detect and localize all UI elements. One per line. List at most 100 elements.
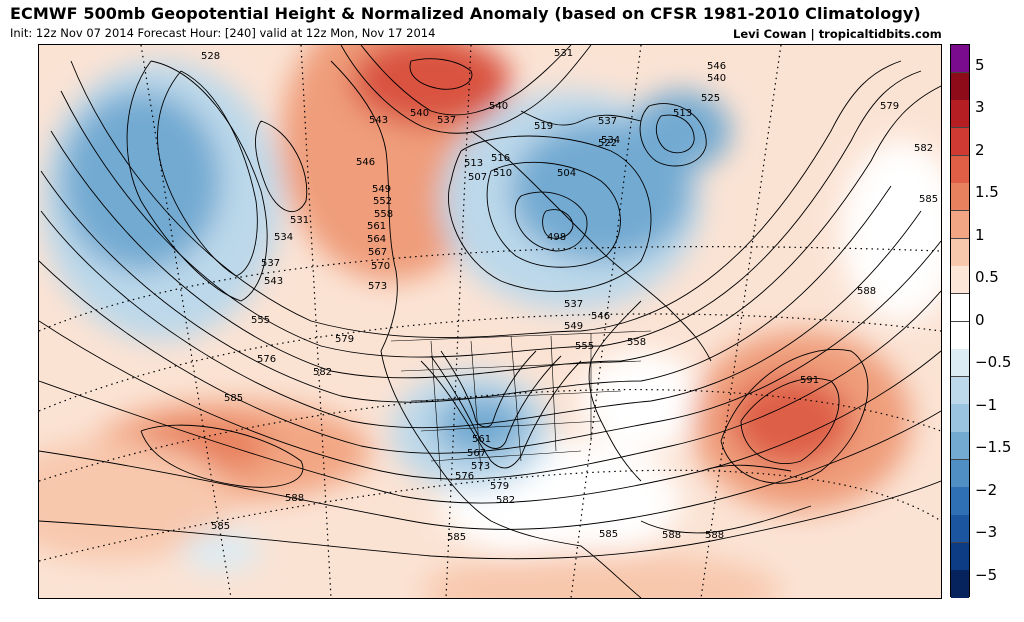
anomaly-colorbar	[950, 44, 970, 599]
contour-label: 543	[264, 276, 283, 287]
colorbar-segment	[951, 155, 969, 184]
contour-label: 558	[627, 337, 646, 348]
colorbar-tick: 1.5	[975, 183, 999, 201]
colorbar-tick: −2	[975, 481, 998, 499]
contour-label: 576	[257, 354, 276, 365]
contour-label: 537	[564, 299, 583, 310]
contour-label: 510	[493, 168, 512, 179]
chart-title: ECMWF 500mb Geopotential Height & Normal…	[10, 4, 921, 23]
colorbar-segment	[951, 293, 969, 322]
contour-label: 588	[285, 493, 304, 504]
contour-label: 543	[369, 115, 388, 126]
colorbar-segment	[951, 72, 969, 101]
contour-label: 546	[707, 61, 726, 72]
colorbar-tick: 3	[975, 98, 985, 116]
colorbar-tick: −1	[975, 396, 998, 414]
contour-label: 516	[491, 153, 510, 164]
contour-label: 549	[372, 184, 391, 195]
contour-label: 546	[591, 311, 610, 322]
colorbar-segment	[951, 45, 969, 74]
contour-label: 534	[274, 232, 293, 243]
colorbar-segment	[951, 459, 969, 488]
contour-label: 534	[601, 135, 620, 146]
contour-label: 573	[471, 461, 490, 472]
contour-label: 585	[211, 521, 230, 532]
contour-label: 549	[564, 321, 583, 332]
colorbar-tick: −0.5	[975, 353, 1012, 371]
contour-label: 585	[919, 194, 938, 205]
contour-label: 567	[368, 247, 387, 258]
anomaly-map: 528 531 534 537 543 555 576 579 582 585 …	[38, 44, 942, 599]
contour-label: 537	[598, 116, 617, 127]
contour-label: 591	[800, 375, 819, 386]
contour-label: 582	[313, 367, 332, 378]
contour-label: 519	[534, 121, 553, 132]
colorbar-segment	[951, 570, 969, 599]
author-credit: Levi Cowan | tropicaltidbits.com	[733, 27, 942, 41]
colorbar-tick: 2	[975, 141, 985, 159]
colorbar-tick: −3	[975, 523, 998, 541]
political-borders	[390, 330, 652, 482]
contour-label: 531	[554, 48, 573, 59]
height-contours	[39, 45, 941, 560]
colorbar-tick: −1.5	[975, 438, 1012, 456]
colorbar-segment	[951, 349, 969, 378]
colorbar-tick: 5	[975, 56, 985, 74]
forecast-info: Init: 12z Nov 07 2014 Forecast Hour: [24…	[10, 26, 436, 40]
contour-label: 579	[880, 101, 899, 112]
contour-label: 582	[914, 143, 933, 154]
colorbar-segment	[951, 266, 969, 295]
contour-label: 585	[447, 532, 466, 543]
anomaly-shading	[39, 45, 941, 598]
colorbar-segment	[951, 183, 969, 212]
contour-label-group: 528 531 534 537 543 555 576 579 582 585 …	[201, 48, 938, 543]
contour-label: 585	[224, 393, 243, 404]
contour-label: 564	[367, 234, 386, 245]
contour-label: 540	[489, 101, 508, 112]
colorbar-segment	[951, 515, 969, 544]
colorbar-segment	[951, 127, 969, 157]
contour-label: 513	[673, 108, 692, 119]
colorbar-tick: 1	[975, 226, 985, 244]
colorbar-tick: 0.5	[975, 268, 999, 286]
contour-label: 537	[437, 115, 456, 126]
contour-label: 522	[598, 138, 617, 149]
contour-label: 546	[356, 157, 375, 168]
colorbar-segment	[951, 238, 969, 267]
contour-label: 498	[547, 232, 566, 243]
contour-label: 588	[662, 530, 681, 541]
contour-label: 528	[201, 51, 220, 62]
contour-label: 555	[251, 315, 270, 326]
colorbar-segment	[951, 542, 969, 571]
colorbar-tick: −5	[975, 566, 998, 584]
contour-label: 537	[261, 258, 280, 269]
contour-label: 567	[467, 448, 486, 459]
contour-label: 579	[335, 334, 354, 345]
contour-label: 576	[455, 471, 474, 482]
colorbar-segment	[951, 321, 969, 350]
contour-label: 588	[705, 530, 724, 541]
colorbar-segment	[951, 210, 969, 240]
contour-label: 540	[410, 108, 429, 119]
contour-label: 582	[496, 495, 515, 506]
contour-label: 561	[472, 434, 491, 445]
colorbar-segment	[951, 100, 969, 129]
contour-label: 504	[557, 168, 576, 179]
contour-label: 507	[468, 172, 487, 183]
contour-label: 540	[707, 73, 726, 84]
map-canvas: 528 531 534 537 543 555 576 579 582 585 …	[39, 45, 941, 598]
contour-label: 561	[367, 221, 386, 232]
colorbar-segment	[951, 432, 969, 461]
contour-label: 525	[701, 93, 720, 104]
contour-label: 570	[371, 261, 390, 272]
contour-label: 513	[464, 158, 483, 169]
colorbar-segment	[951, 487, 969, 516]
colorbar-tick: 0	[975, 311, 985, 329]
contour-label: 573	[368, 281, 387, 292]
contour-label: 531	[290, 215, 309, 226]
colorbar-segment	[951, 404, 969, 433]
contour-label: 579	[490, 481, 509, 492]
colorbar-segment	[951, 376, 969, 405]
contour-label: 552	[373, 196, 392, 207]
contour-label: 558	[374, 209, 393, 220]
